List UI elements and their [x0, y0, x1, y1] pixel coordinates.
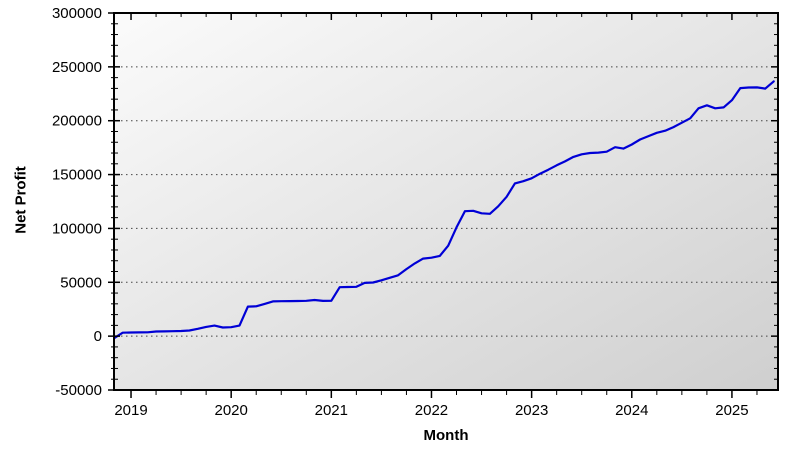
x-tick-label: 2024: [615, 402, 648, 419]
y-tick-label: 200000: [52, 113, 102, 130]
y-tick-label: -50000: [55, 382, 102, 399]
y-tick-label: 150000: [52, 167, 102, 184]
x-tick-label: 2021: [315, 402, 348, 419]
x-axis-title: Month: [423, 427, 469, 444]
x-tick-label: 2020: [214, 402, 247, 419]
y-tick-label: 300000: [52, 5, 102, 22]
y-tick-label: 0: [94, 328, 102, 345]
x-tick-label: 2023: [515, 402, 548, 419]
y-tick-label: 100000: [52, 220, 102, 237]
x-tick-label: 2019: [114, 402, 147, 419]
x-tick-label: 2022: [415, 402, 448, 419]
y-axis-title: Net Profit: [12, 166, 30, 234]
plot-area: [114, 13, 778, 390]
net-profit-line: [113, 80, 775, 340]
y-tick-label: 250000: [52, 59, 102, 76]
plot-frame: [113, 12, 779, 391]
x-tick-label: 2025: [715, 402, 748, 419]
y-tick-label: 50000: [60, 274, 102, 291]
